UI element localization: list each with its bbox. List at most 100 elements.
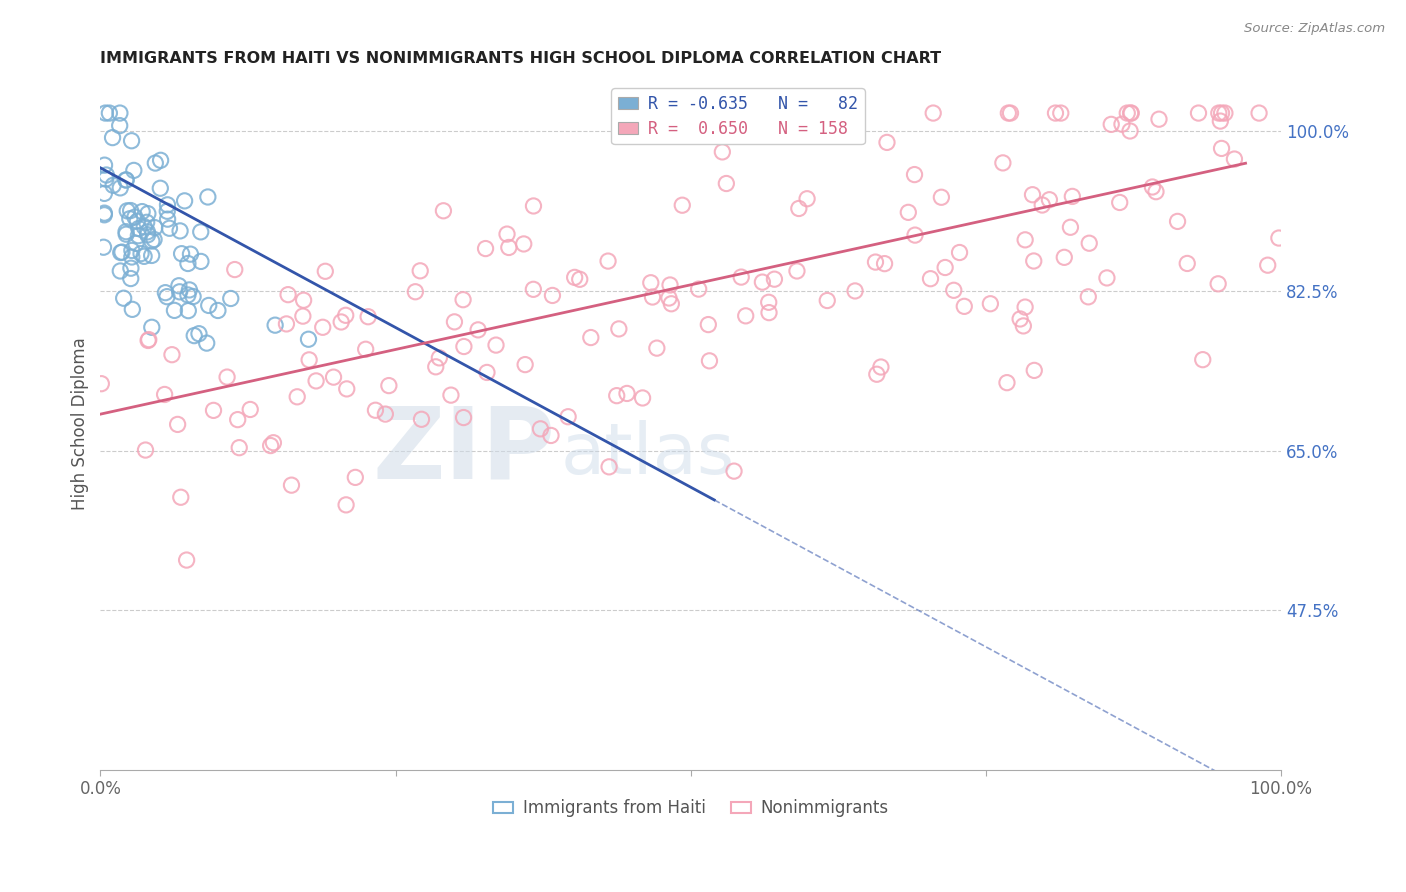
Point <box>291 309 314 323</box>
Point <box>751 275 773 289</box>
Point <box>866 368 889 382</box>
Point <box>111 245 134 260</box>
Point <box>1209 114 1232 128</box>
Point <box>163 303 186 318</box>
Point <box>298 352 321 367</box>
Point <box>156 198 179 212</box>
Point <box>122 163 145 178</box>
Point <box>1147 112 1170 127</box>
Point <box>763 272 786 286</box>
Point <box>101 130 124 145</box>
Point <box>336 382 359 396</box>
Point <box>1119 124 1142 138</box>
Point <box>138 333 160 347</box>
Point <box>498 240 520 254</box>
Point <box>564 270 586 285</box>
Point <box>115 227 138 242</box>
Point <box>730 270 752 285</box>
Point <box>120 261 142 276</box>
Point <box>101 178 124 193</box>
Point <box>330 315 353 329</box>
Point <box>659 297 682 311</box>
Point <box>557 409 579 424</box>
Point <box>1010 312 1032 326</box>
Point <box>991 156 1014 170</box>
Point <box>876 136 898 150</box>
Point <box>156 290 179 304</box>
Point <box>873 257 896 271</box>
Point <box>305 374 328 388</box>
Point <box>425 359 447 374</box>
Point <box>364 403 387 417</box>
Point <box>217 370 239 384</box>
Point <box>844 284 866 298</box>
Legend: Immigrants from Haiti, Nonimmigrants: Immigrants from Haiti, Nonimmigrants <box>486 793 896 824</box>
Point <box>1049 106 1071 120</box>
Point <box>176 553 198 567</box>
Point <box>120 203 142 218</box>
Point <box>671 198 693 212</box>
Point <box>920 271 942 285</box>
Point <box>979 297 1001 311</box>
Point <box>997 106 1019 120</box>
Point <box>427 351 450 365</box>
Point <box>155 285 177 300</box>
Point <box>129 246 152 260</box>
Point <box>93 158 115 172</box>
Point <box>529 422 551 436</box>
Point <box>1022 254 1045 268</box>
Point <box>134 443 156 458</box>
Point <box>226 412 249 426</box>
Point <box>121 244 143 258</box>
Point <box>124 210 146 224</box>
Point <box>522 282 544 296</box>
Point <box>374 407 396 421</box>
Point <box>496 227 519 241</box>
Point <box>169 285 191 299</box>
Point <box>173 194 195 208</box>
Point <box>118 211 141 226</box>
Point <box>335 308 357 322</box>
Point <box>1111 117 1133 131</box>
Point <box>202 403 225 417</box>
Point <box>1121 106 1143 120</box>
Point <box>1108 195 1130 210</box>
Point <box>149 153 172 168</box>
Point <box>607 322 630 336</box>
Point <box>796 192 818 206</box>
Point <box>1191 352 1213 367</box>
Point <box>177 256 200 270</box>
Point <box>995 376 1018 390</box>
Point <box>312 320 335 334</box>
Point <box>440 388 463 402</box>
Point <box>110 245 132 260</box>
Point <box>606 389 628 403</box>
Point <box>787 202 810 216</box>
Point <box>475 366 498 380</box>
Point <box>723 464 745 478</box>
Point <box>125 236 148 251</box>
Point <box>658 291 681 305</box>
Point <box>179 247 201 261</box>
Point <box>640 276 662 290</box>
Point <box>160 348 183 362</box>
Point <box>870 359 893 374</box>
Point <box>197 190 219 204</box>
Point <box>297 332 319 346</box>
Point <box>93 208 115 222</box>
Point <box>1223 152 1246 166</box>
Point <box>181 289 204 303</box>
Point <box>143 156 166 170</box>
Point <box>136 225 159 239</box>
Point <box>131 204 153 219</box>
Point <box>404 285 426 299</box>
Point <box>1119 106 1142 120</box>
Point <box>1045 106 1067 120</box>
Point <box>734 309 756 323</box>
Point <box>659 278 682 293</box>
Point <box>453 339 475 353</box>
Point <box>115 173 138 187</box>
Point <box>90 376 112 391</box>
Point <box>409 264 432 278</box>
Point <box>335 498 357 512</box>
